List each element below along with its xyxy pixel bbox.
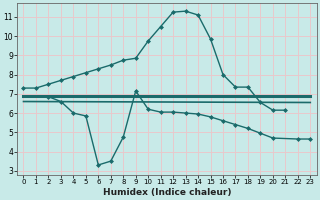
X-axis label: Humidex (Indice chaleur): Humidex (Indice chaleur) xyxy=(103,188,231,197)
